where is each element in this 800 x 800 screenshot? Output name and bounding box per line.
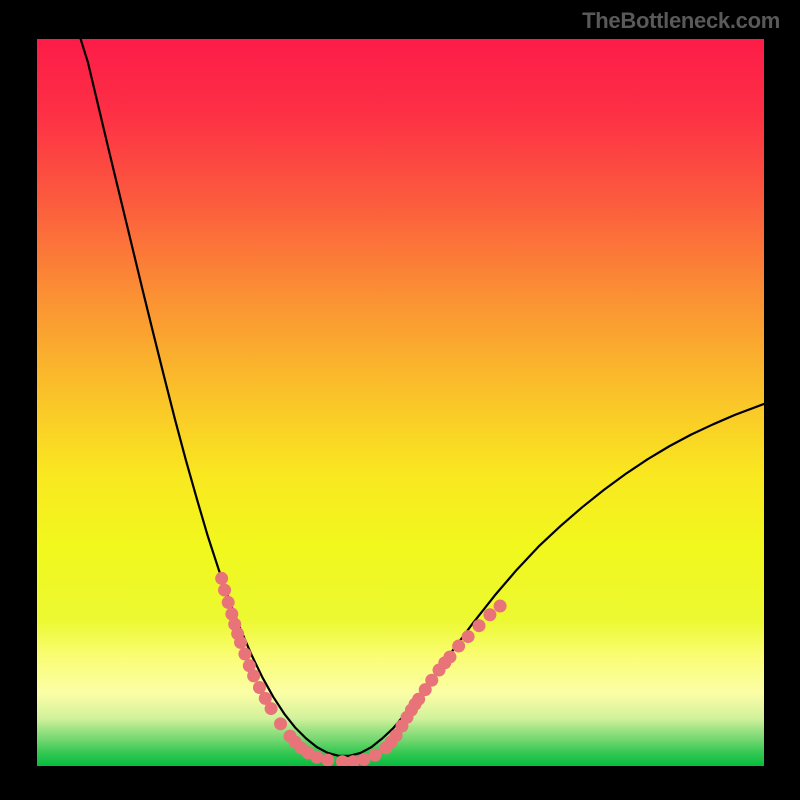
data-point: [494, 600, 507, 613]
data-point: [483, 608, 496, 621]
data-point: [234, 636, 247, 649]
data-point: [452, 640, 465, 653]
chart-canvas: TheBottleneck.com: [0, 0, 800, 800]
data-point: [310, 751, 323, 764]
data-point: [443, 650, 456, 663]
data-point: [218, 584, 231, 597]
data-point: [247, 669, 260, 682]
bottleneck-curve: [81, 39, 764, 756]
chart-overlay: [37, 39, 764, 766]
data-point: [473, 619, 486, 632]
data-point: [321, 754, 334, 766]
plot-area: [37, 39, 764, 766]
data-point: [462, 630, 475, 643]
data-point: [215, 572, 228, 585]
data-point: [222, 596, 235, 609]
watermark-text: TheBottleneck.com: [582, 8, 780, 34]
data-point: [238, 648, 251, 661]
data-point: [369, 749, 382, 762]
data-point: [265, 702, 278, 715]
data-point: [274, 717, 287, 730]
